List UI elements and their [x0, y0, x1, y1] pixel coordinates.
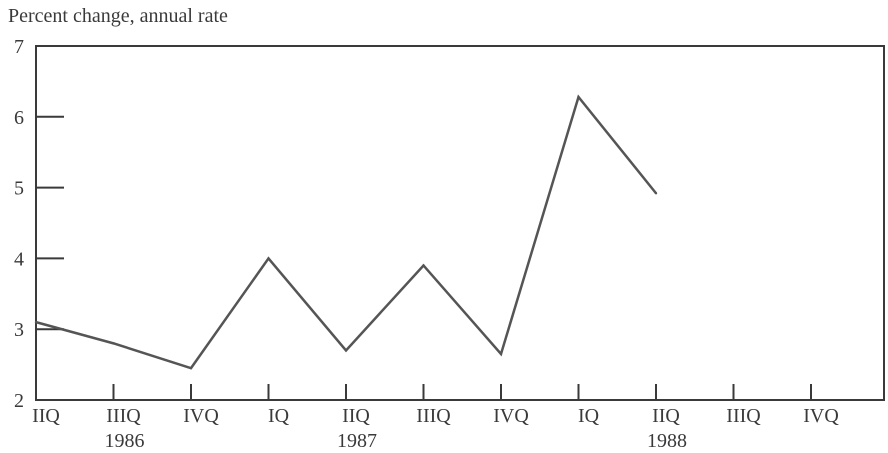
x-tick-label: IIQ: [342, 405, 370, 427]
x-tick-label: IQ: [578, 405, 600, 427]
series-layer: [34, 94, 658, 370]
x-year-label: 1988: [647, 430, 687, 452]
x-tick-label: IIIQ: [726, 405, 761, 427]
chart-title: Percent change, annual rate: [8, 5, 228, 27]
y-tick-label: 3: [14, 319, 24, 341]
y-tick-label: 4: [14, 248, 24, 270]
y-tick-label: 7: [14, 36, 24, 58]
data-point: [267, 257, 270, 260]
data-point: [422, 264, 425, 267]
x-year-label: 1986: [105, 430, 145, 452]
data-point: [34, 320, 38, 324]
data-point: [112, 342, 115, 345]
x-tick-label: IQ: [268, 405, 290, 427]
x-tick-label: IIQ: [32, 405, 60, 427]
data-point: [499, 352, 503, 356]
x-tick-label: IIIQ: [106, 405, 141, 427]
x-tick-label: IIIQ: [416, 405, 451, 427]
x-tick-label: IVQ: [803, 405, 839, 427]
data-point: [577, 95, 580, 99]
data-point: [654, 192, 658, 195]
y-tick-label: 2: [14, 390, 24, 412]
series-line: [35, 94, 657, 370]
x-axis: IIQ IIIQ IVQ IQ IIQ IIIQ IVQ IQ IIQ IIIQ IVQ 1986 19…: [32, 384, 839, 452]
data-point: [189, 366, 193, 370]
plot-frame: [35, 45, 885, 401]
x-tick-label: IIQ: [652, 405, 680, 427]
y-tick-label: 5: [14, 178, 24, 200]
data-point: [344, 349, 348, 352]
x-tick-label: IVQ: [183, 405, 219, 427]
x-tick-label: IVQ: [493, 405, 529, 427]
x-year-label: 1987: [337, 430, 377, 452]
y-axis: 2 3 4 5 6 7: [14, 36, 64, 412]
y-tick-label: 6: [14, 107, 24, 129]
